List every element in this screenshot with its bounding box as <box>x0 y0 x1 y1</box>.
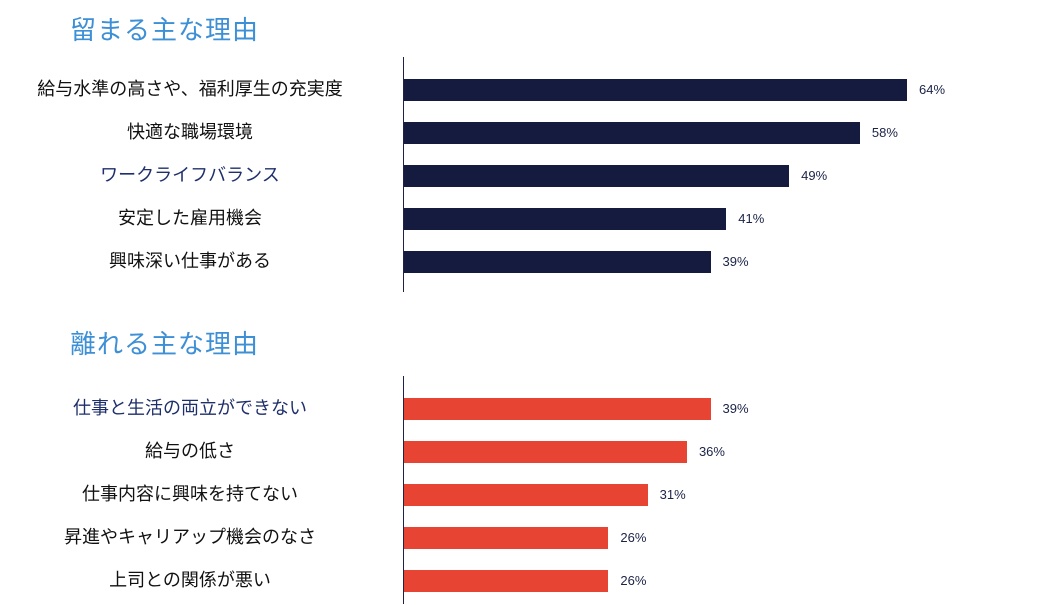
y-axis-stay <box>403 57 404 292</box>
y-axis-leave <box>403 376 404 604</box>
stay-category-label: 興味深い仕事がある <box>109 251 271 272</box>
stay-value-label: 39% <box>722 254 749 269</box>
leave-bar <box>404 570 609 592</box>
stay-value-label: 41% <box>738 211 765 226</box>
stay-value-label: 64% <box>919 82 946 97</box>
leave-bar <box>404 484 648 506</box>
stay-bar <box>404 79 908 101</box>
chart-title-stay: 留まる主な理由 <box>70 16 260 46</box>
stay-category-label: 給与水準の高さや、福利厚生の充実度 <box>37 79 343 100</box>
leave-bar <box>404 527 609 549</box>
leave-value-label: 26% <box>620 573 647 588</box>
stay-category-label: 快適な職場環境 <box>127 122 253 143</box>
leave-bar <box>404 398 711 420</box>
stay-bar <box>404 122 860 144</box>
leave-category-label: 仕事と生活の両立ができない <box>73 398 307 419</box>
stay-category-label: 安定した雇用機会 <box>118 208 262 229</box>
chart-title-leave: 離れる主な理由 <box>70 330 260 360</box>
stay-bar <box>404 251 711 273</box>
stay-category-label: ワークライフバランス <box>100 165 280 186</box>
leave-category-label: 給与の低さ <box>145 441 235 462</box>
stay-bar <box>404 208 727 230</box>
leave-value-label: 36% <box>698 444 725 459</box>
leave-value-label: 31% <box>659 487 686 502</box>
leave-category-label: 上司との関係が悪い <box>109 570 271 591</box>
stay-value-label: 58% <box>871 125 898 140</box>
leave-value-label: 39% <box>722 401 749 416</box>
leave-value-label: 26% <box>620 530 647 545</box>
leave-bar <box>404 441 687 463</box>
leave-category-label: 昇進やキャリアップ機会のなさ <box>64 527 316 548</box>
stay-value-label: 49% <box>801 168 828 183</box>
stay-bar <box>404 165 790 187</box>
leave-category-label: 仕事内容に興味を持てない <box>82 484 298 505</box>
